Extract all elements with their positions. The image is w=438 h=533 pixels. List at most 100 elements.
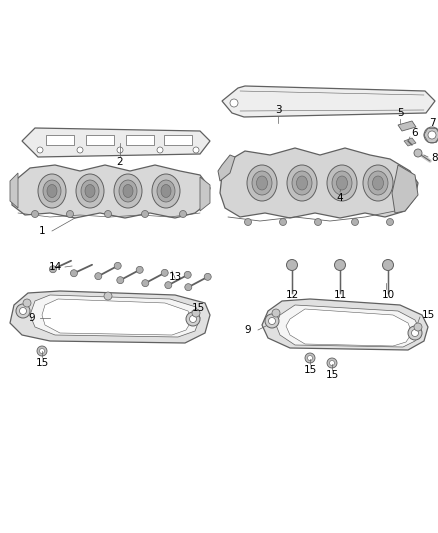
Text: 15: 15	[421, 310, 434, 320]
Polygon shape	[126, 135, 154, 145]
Circle shape	[414, 149, 422, 157]
Polygon shape	[262, 299, 428, 350]
Polygon shape	[30, 295, 200, 337]
Circle shape	[408, 326, 422, 340]
Text: 7: 7	[429, 118, 435, 128]
Ellipse shape	[114, 174, 142, 208]
Circle shape	[105, 211, 112, 217]
Circle shape	[114, 262, 121, 269]
Ellipse shape	[287, 165, 317, 201]
Polygon shape	[404, 138, 416, 146]
Circle shape	[272, 309, 280, 317]
Ellipse shape	[157, 180, 175, 202]
Ellipse shape	[152, 174, 180, 208]
Ellipse shape	[336, 176, 347, 190]
Circle shape	[136, 266, 143, 273]
Circle shape	[414, 323, 422, 331]
Circle shape	[142, 280, 149, 287]
Polygon shape	[86, 135, 114, 145]
Text: 15: 15	[304, 365, 317, 375]
Ellipse shape	[327, 165, 357, 201]
Circle shape	[23, 299, 31, 307]
Circle shape	[117, 147, 123, 153]
Ellipse shape	[81, 180, 99, 202]
Polygon shape	[220, 148, 418, 218]
Circle shape	[192, 309, 200, 317]
Circle shape	[204, 273, 211, 280]
Circle shape	[71, 270, 78, 277]
Text: 15: 15	[325, 370, 339, 380]
Ellipse shape	[372, 176, 384, 190]
Circle shape	[95, 273, 102, 280]
Text: 1: 1	[39, 226, 45, 236]
Ellipse shape	[292, 171, 312, 195]
Circle shape	[104, 292, 112, 300]
Circle shape	[244, 219, 251, 225]
Polygon shape	[286, 309, 412, 346]
Text: 6: 6	[412, 128, 418, 138]
Circle shape	[77, 147, 83, 153]
Text: 4: 4	[337, 193, 343, 203]
Circle shape	[307, 356, 312, 360]
Circle shape	[286, 260, 297, 271]
Ellipse shape	[119, 180, 137, 202]
Circle shape	[382, 260, 393, 271]
Polygon shape	[276, 305, 420, 347]
Circle shape	[335, 260, 346, 271]
Ellipse shape	[161, 184, 171, 198]
Circle shape	[193, 147, 199, 153]
Ellipse shape	[76, 174, 104, 208]
Circle shape	[265, 314, 279, 328]
Circle shape	[49, 266, 57, 273]
Text: 12: 12	[286, 290, 299, 300]
Circle shape	[32, 211, 39, 217]
Circle shape	[230, 99, 238, 107]
Circle shape	[37, 147, 43, 153]
Circle shape	[424, 127, 438, 143]
Circle shape	[37, 346, 47, 356]
Circle shape	[141, 211, 148, 217]
Text: 13: 13	[168, 272, 182, 282]
Circle shape	[165, 281, 172, 289]
Circle shape	[190, 316, 197, 322]
Ellipse shape	[363, 165, 393, 201]
Circle shape	[386, 219, 393, 225]
Polygon shape	[222, 86, 435, 117]
Text: 14: 14	[48, 262, 62, 272]
Text: 10: 10	[381, 290, 395, 300]
Polygon shape	[46, 135, 74, 145]
Circle shape	[352, 219, 358, 225]
Polygon shape	[42, 299, 192, 335]
Circle shape	[180, 211, 187, 217]
Ellipse shape	[332, 171, 352, 195]
Circle shape	[279, 219, 286, 225]
Ellipse shape	[85, 184, 95, 198]
Text: 8: 8	[432, 153, 438, 163]
Ellipse shape	[38, 174, 66, 208]
Polygon shape	[10, 173, 18, 208]
Circle shape	[305, 353, 315, 363]
Ellipse shape	[247, 165, 277, 201]
Circle shape	[67, 211, 74, 217]
Circle shape	[268, 318, 276, 325]
Text: 11: 11	[333, 290, 346, 300]
Circle shape	[411, 329, 418, 336]
Ellipse shape	[297, 176, 307, 190]
Text: 3: 3	[275, 105, 281, 115]
Circle shape	[185, 284, 192, 290]
Polygon shape	[164, 135, 192, 145]
Circle shape	[327, 358, 337, 368]
Text: 9: 9	[245, 325, 251, 335]
Circle shape	[20, 308, 27, 314]
Ellipse shape	[368, 171, 388, 195]
Ellipse shape	[252, 171, 272, 195]
Circle shape	[39, 349, 45, 353]
Circle shape	[184, 271, 191, 278]
Ellipse shape	[123, 184, 133, 198]
Polygon shape	[392, 165, 418, 213]
Circle shape	[186, 312, 200, 326]
Polygon shape	[12, 165, 210, 218]
Polygon shape	[398, 121, 416, 131]
Circle shape	[16, 304, 30, 318]
Circle shape	[161, 269, 168, 276]
